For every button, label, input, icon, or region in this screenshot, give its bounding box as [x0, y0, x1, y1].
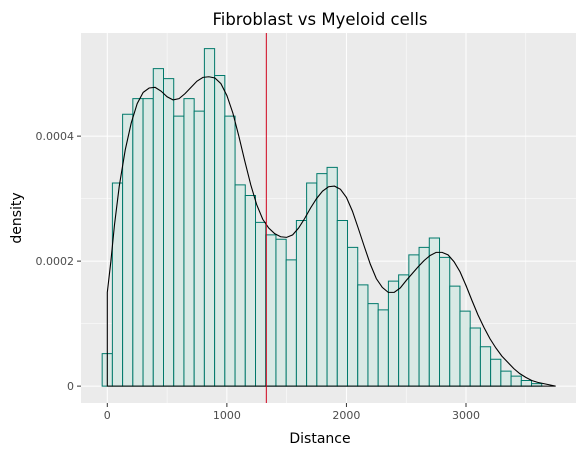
chart-title: Fibroblast vs Myeloid cells: [212, 10, 427, 29]
histogram-bar: [500, 370, 512, 387]
histogram-bar: [285, 259, 297, 387]
histogram-bar: [459, 310, 471, 387]
histogram-bar: [111, 182, 124, 387]
histogram-bar: [306, 182, 318, 387]
x-tick-label: 0: [104, 409, 111, 422]
histogram-bar: [469, 327, 481, 387]
y-tick-label: 0.0004: [36, 130, 75, 143]
histogram-bar: [520, 380, 533, 387]
x-tick-label: 1000: [213, 409, 241, 422]
histogram-bar: [234, 184, 246, 387]
histogram-bar: [408, 254, 420, 387]
histogram-bar: [357, 284, 369, 387]
histogram-bar: [479, 346, 492, 387]
x-axis-title: Distance: [289, 431, 350, 447]
density-curve: [106, 76, 556, 387]
y-axis-title: density: [9, 192, 25, 243]
y-axis-ticks: 0 0.0002 0.0004: [36, 130, 81, 393]
histogram-bar: [265, 234, 277, 387]
histogram-bar: [490, 358, 502, 387]
histogram-bar: [449, 285, 461, 387]
histogram-bar: [387, 280, 400, 387]
histogram-bar: [163, 78, 175, 387]
histogram-bar: [326, 166, 338, 387]
histogram-bar: [244, 195, 257, 387]
histogram-bar: [275, 238, 287, 387]
histogram-bar: [255, 221, 267, 387]
histogram-bar: [316, 173, 328, 387]
histogram-bar: [439, 256, 451, 387]
histogram-bar: [398, 274, 410, 387]
histogram-bar: [142, 98, 154, 387]
histogram-bar: [377, 309, 389, 387]
histogram-bar: [203, 48, 216, 387]
histogram-bar: [173, 115, 185, 387]
histogram-bar: [152, 68, 165, 387]
y-tick-label: 0.0002: [36, 255, 75, 268]
histogram-bar: [347, 246, 359, 387]
y-tick-label: 0: [67, 380, 74, 393]
histogram-bar: [367, 303, 379, 387]
histogram-bar: [132, 98, 144, 387]
x-axis-ticks: 0 1000 2000 3000: [104, 403, 480, 422]
histogram-bar: [183, 98, 195, 387]
histogram-bar: [295, 220, 308, 387]
histogram-bar: [510, 375, 522, 387]
histogram-bar: [428, 237, 441, 387]
histogram-bar: [193, 110, 205, 387]
x-tick-label: 3000: [452, 409, 480, 422]
histogram-bars: [101, 48, 543, 387]
histogram-bar: [418, 246, 430, 387]
histogram-bar: [224, 115, 236, 387]
x-tick-label: 2000: [332, 409, 360, 422]
histogram-bar: [214, 75, 226, 387]
histogram-bar: [336, 220, 349, 387]
